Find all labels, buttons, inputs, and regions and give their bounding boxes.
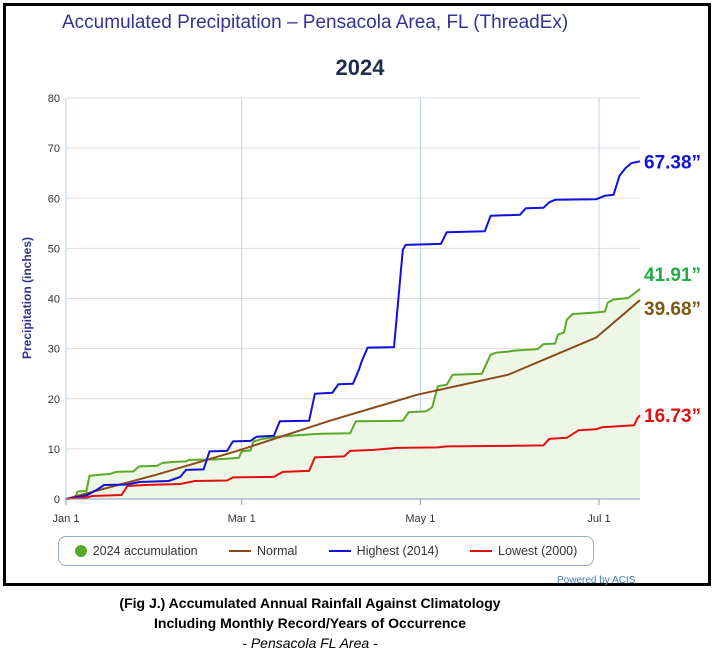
figure-caption-line-1: (Fig J.) Accumulated Annual Rainfall Aga… <box>119 595 501 611</box>
series-lowest-line[interactable] <box>65 414 641 500</box>
chart-subtitle: 2024 <box>335 55 385 80</box>
series-2024-line[interactable] <box>65 288 641 500</box>
legend-label-lowest: Lowest (2000) <box>498 544 578 558</box>
legend-item-normal[interactable]: Normal <box>229 544 297 558</box>
end-label-lowest: 16.73” <box>644 406 701 427</box>
legend-label-normal: Normal <box>257 544 298 558</box>
x-tick-label: May 1 <box>405 513 435 525</box>
y-tick-label: 50 <box>48 243 60 255</box>
end-label-2024: 41.91” <box>644 265 701 286</box>
legend-marker-2024 <box>74 545 87 557</box>
x-tick-label: Jul 1 <box>587 513 610 525</box>
legend-label-2024: 2024 accumulation <box>92 544 198 558</box>
y-tick-label: 60 <box>48 193 60 205</box>
legend-item-2024[interactable]: 2024 accumulation <box>74 544 198 558</box>
figure-caption-line-3: - Pensacola FL Area - <box>242 635 378 651</box>
series-normal-line[interactable] <box>65 299 641 500</box>
legend-marker-normal <box>229 550 251 552</box>
end-label-normal: 39.68” <box>644 299 701 320</box>
y-tick-label: 0 <box>54 494 60 506</box>
y-tick-label: 20 <box>48 394 60 406</box>
legend-marker-lowest <box>470 550 493 552</box>
end-label-layer: 41.91” 39.68” 67.38” 16.73” <box>644 152 701 427</box>
end-label-highest: 67.38” <box>644 152 701 173</box>
credit-link[interactable]: Powered by ACIS <box>557 575 636 586</box>
legend-item-highest[interactable]: Highest (2014) <box>328 544 439 558</box>
chart-title: Accumulated Precipitation – Pensacola Ar… <box>62 12 569 33</box>
y-tick-label: 30 <box>48 344 60 356</box>
x-tick-label: Jan 1 <box>53 513 80 525</box>
chart-legend[interactable]: 2024 accumulation Normal Highest (2014) … <box>58 536 594 566</box>
legend-marker-highest <box>328 550 351 552</box>
legend-item-lowest[interactable]: Lowest (2000) <box>470 544 577 558</box>
axis-layer: 0 10 20 30 40 50 60 70 80 Jan 1 Mar 1 May 1 Jul 1 <box>48 93 640 525</box>
series-layer <box>65 160 641 500</box>
x-tick-label: Mar 1 <box>228 513 256 525</box>
y-tick-label: 70 <box>48 143 60 155</box>
series-highest-line[interactable] <box>65 160 641 500</box>
y-axis-label: Precipitation (inches) <box>20 237 34 359</box>
legend-label-highest: Highest (2014) <box>356 544 439 558</box>
figure-caption-line-2: Including Monthly Record/Years of Occurr… <box>154 615 466 631</box>
y-tick-label: 40 <box>48 294 60 306</box>
y-tick-label: 10 <box>48 444 60 456</box>
y-tick-label: 80 <box>48 93 60 105</box>
